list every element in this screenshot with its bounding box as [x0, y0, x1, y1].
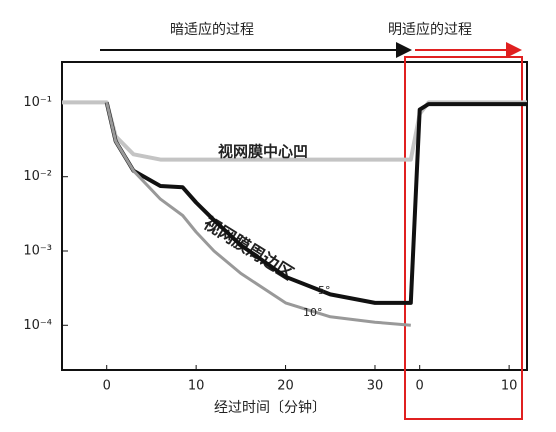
x-tick-label: 0 [103, 379, 111, 394]
y-tick-label: 10⁻⁴ [23, 318, 52, 333]
series-line [105, 102, 411, 327]
x-tick-label: 0 [416, 379, 424, 394]
light-phase-label: 明适应的过程 [388, 21, 472, 38]
x-tick-label: 10 [188, 379, 205, 394]
highlight-box [404, 56, 523, 420]
x-tick-label: 10 [501, 379, 518, 394]
x-tick-label: 20 [277, 379, 294, 394]
series-label: 视网膜中心凹 [218, 143, 308, 161]
x-tick-label: 30 [367, 379, 384, 394]
series-label: 5° [318, 284, 331, 297]
y-tick-label: 10⁻¹ [23, 95, 52, 110]
x-axis-label: 经过时间〔分钟〕 [214, 399, 326, 416]
y-tick-label: 10⁻² [23, 169, 52, 184]
dark-phase-label: 暗适应的过程 [170, 21, 254, 38]
y-tick-label: 10⁻³ [23, 243, 52, 258]
series-label: 10° [303, 306, 323, 319]
series-line [104, 101, 527, 305]
plot-frame [61, 61, 528, 371]
